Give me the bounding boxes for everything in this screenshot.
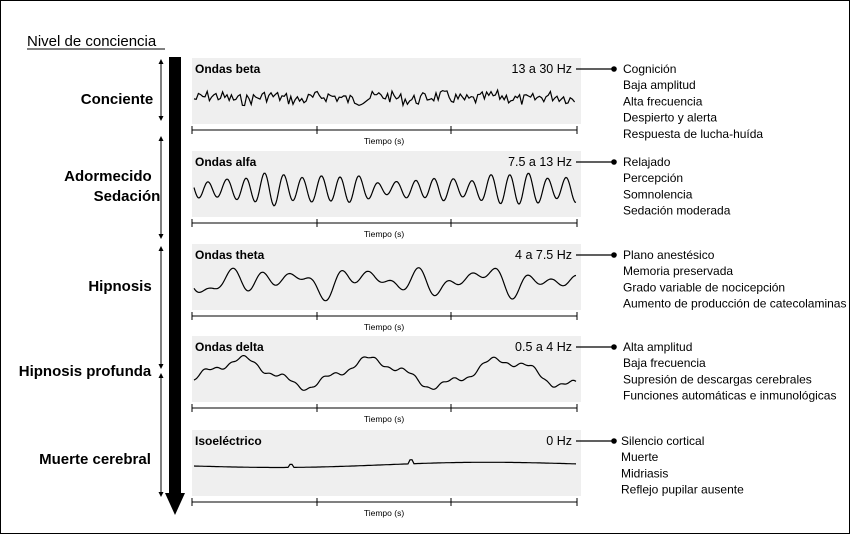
feature-list: Cognición Baja amplitud Alta frecuencia Des… — [623, 62, 763, 141]
feature-dot — [611, 252, 617, 258]
level-range-arrows — [158, 59, 164, 497]
eeg-trace — [193, 267, 577, 302]
axis-label: Tiempo (s) — [364, 229, 404, 239]
eeg-panel: Ondas alfa 7.5 a 13 Hz Tiempo (s) Relajado P… — [191, 151, 731, 239]
time-axis: Tiempo (s) — [191, 219, 578, 239]
eeg-panel: Ondas theta 4 a 7.5 Hz Tiempo (s) Plano ane… — [191, 244, 846, 332]
axis-label: Tiempo (s) — [364, 136, 404, 146]
diagram-title: Nivel de conciencia — [27, 33, 157, 50]
feature-item: Cognición — [623, 62, 676, 76]
feature-item: Baja amplitud — [623, 78, 696, 92]
feature-item: Funciones automáticas e inmunológicas — [623, 389, 836, 403]
feature-item: Somnolencia — [623, 187, 693, 201]
eeg-panel: Ondas delta 0.5 a 4 Hz Tiempo (s) Alta ampl… — [191, 336, 836, 424]
feature-item: Despierto y alerta — [623, 111, 717, 125]
feature-list: Relajado Percepción Somnolencia Sedación mo… — [623, 155, 731, 218]
wave-frequency: 0 Hz — [546, 434, 572, 448]
feature-item: Midriasis — [621, 466, 668, 480]
level-line: Hipnosis profunda — [19, 363, 152, 380]
wave-name: Ondas beta — [195, 62, 261, 76]
feature-list: Silencio cortical Muerte Midriasis Reflejo … — [621, 434, 744, 497]
feature-item: Reflejo pupilar ausente — [621, 483, 744, 497]
range-arrow — [158, 136, 164, 239]
range-arrow — [158, 246, 164, 369]
feature-item: Percepción — [623, 171, 683, 185]
panel-background — [192, 244, 581, 310]
level-line: Conciente — [81, 91, 154, 108]
wave-name: Ondas alfa — [195, 155, 257, 169]
feature-list: Alta amplitud Baja frecuencia Supresión de… — [623, 340, 836, 403]
wave-name: Isoeléctrico — [195, 434, 262, 448]
level-label-conciente: Conciente — [81, 91, 154, 108]
level-line: Muerte cerebral — [39, 451, 151, 468]
axis-label: Tiempo (s) — [364, 322, 404, 332]
level-line: Sedación — [94, 188, 161, 205]
feature-item: Muerte — [621, 450, 659, 464]
feature-item: Baja frecuencia — [623, 356, 706, 370]
feature-item: Relajado — [623, 155, 671, 169]
feature-item: Respuesta de lucha-huída — [623, 127, 763, 141]
level-label-hipnosis-profunda: Hipnosis profunda — [19, 363, 152, 380]
axis-label: Tiempo (s) — [364, 414, 404, 424]
level-label-hipnosis: Hipnosis — [88, 278, 151, 295]
panel-background — [192, 336, 581, 402]
feature-item: Alta amplitud — [623, 340, 692, 354]
eeg-trace — [193, 172, 577, 207]
feature-dot — [611, 66, 617, 72]
arrow-shaft — [169, 57, 181, 495]
wave-frequency: 4 a 7.5 Hz — [515, 248, 572, 262]
arrow-head — [165, 493, 185, 515]
feature-item: Aumento de producción de catecolaminas — [623, 297, 846, 311]
feature-list: Plano anestésico Memoria preservada Grado … — [623, 248, 846, 311]
range-arrow — [158, 373, 164, 497]
feature-item: Plano anestésico — [623, 248, 715, 262]
feature-dot — [611, 159, 617, 165]
range-arrow — [158, 59, 164, 121]
feature-item: Alta frecuencia — [623, 94, 703, 108]
feature-item: Supresión de descargas cerebrales — [623, 372, 812, 386]
feature-item: Silencio cortical — [621, 434, 704, 448]
feature-item: Grado variable de nocicepción — [623, 280, 785, 294]
feature-item: Memoria preservada — [623, 264, 733, 278]
axis-label: Tiempo (s) — [364, 508, 404, 518]
eeg-panels: Ondas beta 13 a 30 Hz Tiempo (s) Cognición B… — [191, 58, 846, 518]
eeg-trace — [193, 88, 576, 108]
feature-dot — [611, 438, 617, 444]
wave-frequency: 0.5 a 4 Hz — [515, 340, 572, 354]
level-label-adormecido: Adormecido Sedación — [64, 168, 160, 205]
level-label-muerte-cerebral: Muerte cerebral — [39, 451, 151, 468]
eeg-trace — [193, 355, 577, 391]
eeg-panel: Ondas beta 13 a 30 Hz Tiempo (s) Cognición B… — [191, 58, 763, 146]
time-axis: Tiempo (s) — [191, 498, 578, 518]
time-axis: Tiempo (s) — [191, 404, 578, 424]
wave-frequency: 13 a 30 Hz — [512, 62, 572, 76]
eeg-trace — [193, 459, 577, 469]
panel-background — [192, 58, 581, 124]
wave-frequency: 7.5 a 13 Hz — [508, 155, 572, 169]
panel-background — [192, 151, 581, 217]
time-axis: Tiempo (s) — [191, 312, 578, 332]
eeg-panel: Isoeléctrico 0 Hz Tiempo (s) Silencio corti… — [191, 430, 744, 518]
feature-item: Sedación moderada — [623, 204, 731, 218]
level-labels: Conciente Adormecido Sedación Hipnosis H… — [19, 91, 161, 468]
time-axis: Tiempo (s) — [191, 126, 578, 146]
level-line: Adormecido — [64, 168, 152, 185]
consciousness-arrow — [165, 57, 185, 515]
level-line: Hipnosis — [88, 278, 151, 295]
wave-name: Ondas theta — [195, 248, 265, 262]
wave-name: Ondas delta — [195, 340, 264, 354]
feature-dot — [611, 344, 617, 350]
